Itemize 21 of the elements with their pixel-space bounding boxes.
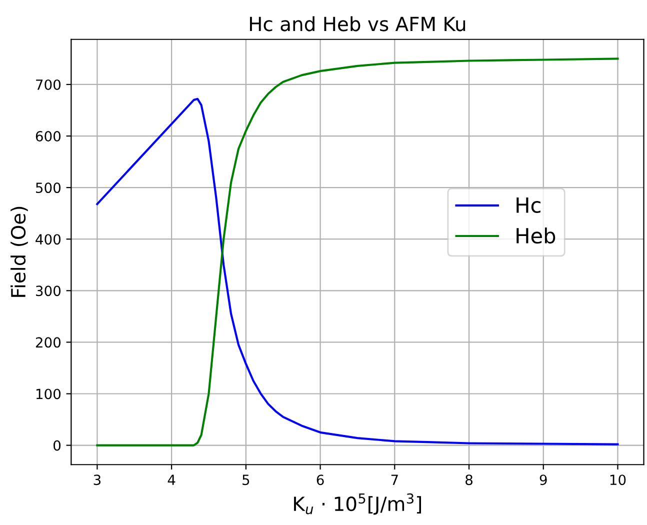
y-axis-title: Field (Oe): [10, 206, 28, 297]
x-tick-label: 5: [242, 474, 250, 486]
x-tick-label: 9: [540, 474, 547, 486]
x-tick-label: 4: [168, 474, 176, 485]
y-tick-label: 600: [36, 130, 61, 142]
x-tick-label: 8: [466, 474, 472, 486]
y-tick-label: 200: [36, 337, 61, 348]
x-tick-label: 10: [610, 474, 626, 486]
x-tick-label: 3: [94, 474, 100, 486]
y-tick-label: 400: [36, 234, 61, 245]
y-tick-label: 700: [36, 79, 61, 90]
y-tick-label: 500: [36, 182, 61, 194]
x-tick-label: 6: [316, 474, 324, 486]
legend-label: Heb: [516, 227, 556, 244]
y-tick-label: 0: [54, 440, 61, 451]
y-tick-label: 100: [36, 388, 61, 400]
x-tick-label: 7: [391, 474, 398, 485]
x-axis-title: K$_{u}$ · 10$^{5}$[J/m$^{3}$]: [294, 493, 421, 515]
y-tick-label: 300: [36, 286, 61, 296]
legend-label: Hc: [516, 198, 540, 213]
chart-title: Hc and Heb vs AFM Ku: [250, 16, 466, 32]
